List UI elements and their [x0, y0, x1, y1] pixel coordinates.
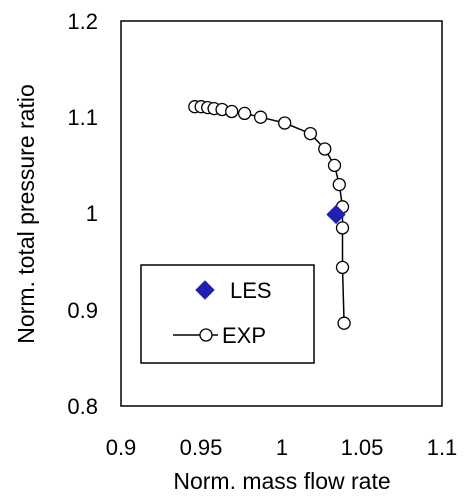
exp-point: [318, 142, 332, 156]
x-tick-label: 1: [276, 435, 288, 460]
y-tick-label: 1: [86, 201, 98, 226]
y-tick-label: 1.2: [67, 9, 98, 34]
exp-point: [337, 316, 351, 330]
exp-point: [332, 177, 346, 192]
legend-les-marker: [195, 280, 215, 300]
exp-point: [225, 104, 239, 119]
x-tick-label: 1.05: [341, 435, 384, 460]
legend-box: [140, 264, 315, 364]
les-point: [326, 204, 346, 225]
x-tick-labels: 0.9 0.95 1 1.05 1.1: [106, 435, 458, 460]
exp-point: [303, 126, 318, 141]
legend-exp-marker: [199, 328, 213, 342]
y-tick-label: 1.1: [67, 105, 98, 130]
exp-point: [278, 116, 292, 130]
legend-les-label: LES: [230, 278, 272, 303]
exp-point: [335, 221, 350, 235]
x-tick-label: 0.9: [106, 435, 137, 460]
exp-point: [237, 106, 252, 121]
y-tick-label: 0.9: [67, 298, 98, 323]
exp-point: [253, 110, 268, 124]
y-tick-label: 0.8: [67, 394, 98, 419]
y-axis-label: Norm. total pressure ratio: [13, 84, 39, 343]
x-tick-label: 0.95: [180, 435, 223, 460]
exp-point: [327, 158, 342, 173]
exp-point: [335, 260, 350, 275]
x-axis-label: Norm. mass flow rate: [173, 468, 390, 494]
y-tick-labels: 0.8 0.9 1 1.1 1.2: [67, 9, 98, 419]
series-les: [326, 204, 346, 225]
x-tick-label: 1.1: [427, 435, 458, 460]
legend-exp-label: EXP: [222, 323, 266, 348]
legend: LES EXP: [140, 264, 315, 364]
